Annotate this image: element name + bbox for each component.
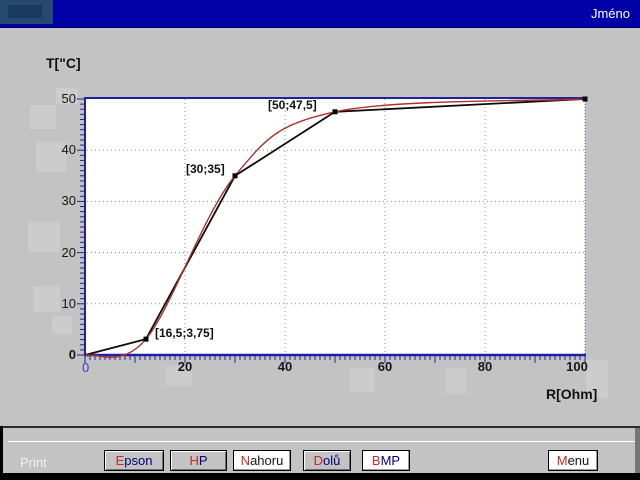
background-artifact [34, 286, 60, 312]
bottom-bevel-line [8, 441, 640, 442]
background-artifact [350, 368, 374, 392]
accelerator-letter: N [240, 453, 251, 468]
chart-panel [0, 27, 640, 473]
background-artifact [586, 360, 608, 398]
background-artifact [166, 366, 192, 386]
background-artifact [30, 105, 56, 129]
background-artifact [28, 222, 60, 252]
background-artifact [52, 316, 72, 334]
app-logo [0, 0, 53, 24]
window-title: Jméno [590, 6, 630, 21]
button-label-rest: P [198, 453, 208, 468]
window-left-edge [0, 426, 3, 473]
window-right-edge [635, 428, 640, 473]
button-label-rest: MP [380, 453, 401, 468]
bottom-black-strip [0, 473, 640, 480]
print-label: Print [20, 455, 47, 470]
accelerator-letter: D [313, 453, 324, 468]
accelerator-letter: M [556, 453, 568, 468]
button-label-rest: pson [124, 453, 153, 468]
background-artifact [36, 142, 66, 172]
accelerator-letter: E [115, 453, 125, 468]
accelerator-letter: B [371, 453, 381, 468]
logo-icon [8, 5, 42, 18]
background-artifact [56, 88, 78, 104]
button-label-rest: ahoru [250, 453, 284, 468]
title-bar: Jméno [0, 0, 640, 28]
bottom-separator [0, 426, 640, 428]
accelerator-letter: H [189, 453, 199, 468]
button-label-rest: olů [323, 453, 341, 468]
button-bmp[interactable]: B MP [362, 450, 410, 471]
background-artifact [446, 368, 466, 394]
button-label-rest: enu [567, 453, 590, 468]
